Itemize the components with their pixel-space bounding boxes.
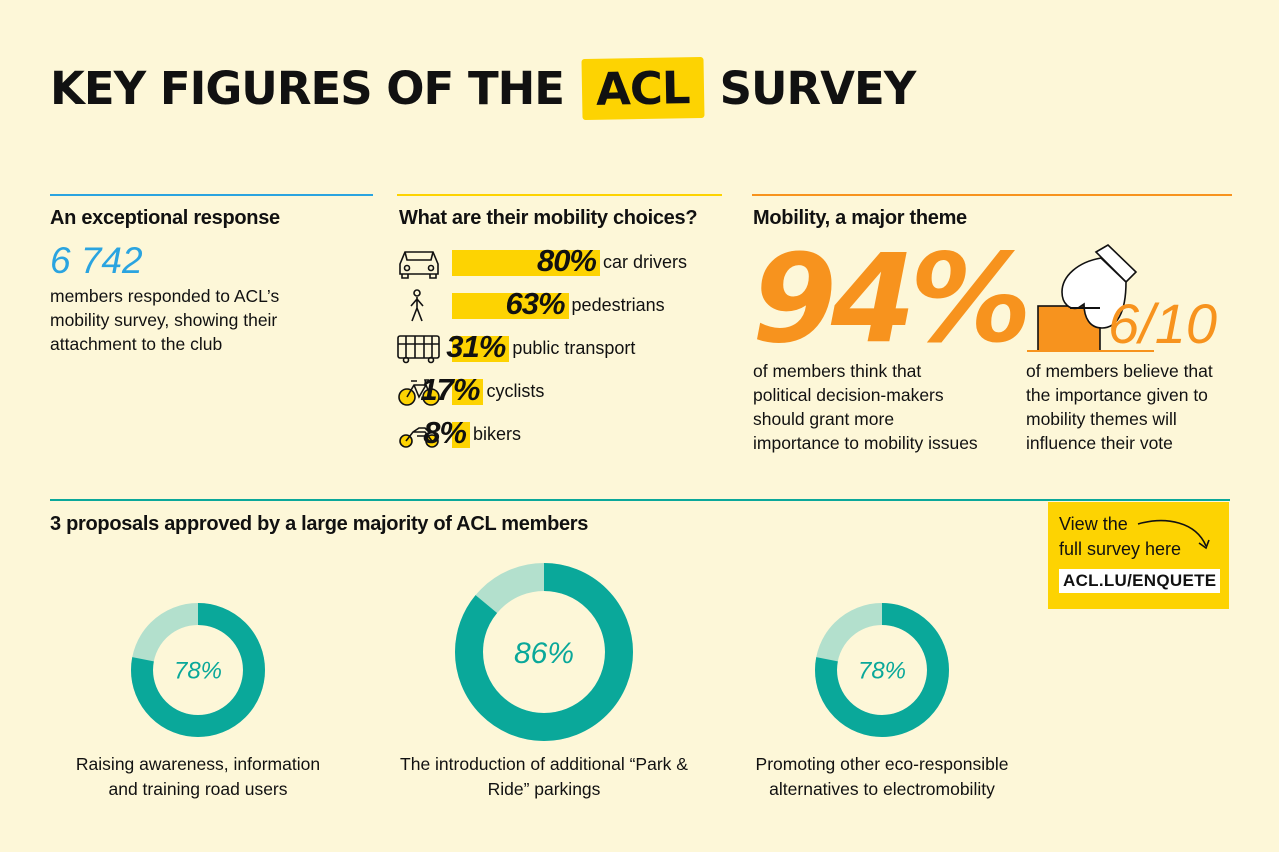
theme-rule	[752, 194, 1232, 196]
mobility-row-pedestrian: 63% pedestrians	[397, 286, 665, 323]
theme-big-pct: 94%	[752, 228, 1032, 370]
donut-value-arc	[131, 603, 265, 737]
mobility-pct: 8%	[423, 415, 467, 450]
mobility-row-bus: 31% public transport	[397, 329, 635, 366]
mobility-bar	[452, 379, 484, 405]
donut-3: 78%	[815, 603, 949, 737]
car-icon	[397, 246, 443, 280]
pedestrian-icon	[397, 289, 443, 323]
donut-pct-label: 86%	[514, 637, 574, 670]
response-count: 6 742	[50, 240, 143, 281]
donut-value-arc	[815, 603, 949, 737]
mobility-row-motorbike: 8% bikers	[397, 415, 521, 452]
mobility-pct: 17%	[420, 372, 480, 407]
donut-2: 86%	[455, 563, 633, 741]
mobility-bar	[452, 336, 510, 362]
proposal-label-park-ride: The introduction of additional “Park & R…	[400, 754, 688, 799]
survey-url-link[interactable]: ACL.LU/ENQUETE	[1059, 569, 1221, 593]
donut-pct-label: 78%	[858, 658, 906, 685]
bus-icon	[397, 332, 443, 366]
mobility-row-car: 80% car drivers	[397, 243, 687, 280]
cta-line1: View the	[1059, 514, 1128, 534]
donut-value-arc	[455, 563, 633, 741]
page-title: KEY FIGURES OF THE ACL SURVEY	[50, 56, 917, 121]
mobility-heading: What are their mobility choices?	[399, 207, 698, 229]
proposal-label-awareness: Raising awareness, information and train…	[75, 754, 321, 799]
cta-line2: full survey here	[1059, 539, 1182, 559]
ballot-box-icon	[1027, 244, 1154, 352]
donut-pct-label: 78%	[174, 658, 222, 685]
response-rule	[50, 194, 373, 196]
mobility-label: bikers	[473, 424, 522, 444]
mobility-bar	[452, 293, 569, 319]
mobility-pct: 31%	[446, 329, 506, 364]
donut-1: 78%	[131, 603, 265, 737]
mobility-bar	[452, 422, 470, 448]
bicycle-icon	[397, 375, 443, 409]
mobility-pct: 63%	[505, 286, 566, 321]
theme-big-desc: of members think that political decision…	[753, 361, 978, 453]
cta-text: View the full survey here	[1059, 512, 1181, 562]
mobility-row-bicycle: 17% cyclists	[397, 372, 544, 409]
title-prefix: KEY FIGURES OF THE	[50, 62, 565, 115]
mobility-rule	[397, 194, 722, 196]
proposal-label-eco: Promoting other eco-responsible alternat…	[755, 754, 1009, 799]
proposals-heading: 3 proposals approved by a large majority…	[50, 513, 589, 535]
mobility-label: public transport	[512, 338, 636, 358]
theme-ratio-desc: of members believe that the importance g…	[1026, 361, 1213, 453]
mobility-bar	[452, 250, 600, 276]
motorbike-icon	[397, 418, 443, 452]
arrow-icon	[1137, 519, 1210, 550]
response-description: members responded to ACL’s mobility surv…	[50, 286, 280, 354]
survey-link-box[interactable]: View the full survey here ACL.LU/ENQUETE	[1048, 502, 1229, 609]
mobility-label: pedestrians	[571, 295, 665, 315]
theme-heading: Mobility, a major theme	[753, 207, 967, 229]
mobility-label: cyclists	[486, 381, 545, 401]
title-suffix: SURVEY	[719, 62, 917, 115]
mobility-pct: 80%	[536, 243, 597, 278]
proposals-rule	[50, 499, 1230, 501]
response-heading: An exceptional response	[50, 207, 280, 229]
theme-ratio: 6/10	[1108, 292, 1217, 355]
mobility-label: car drivers	[603, 252, 688, 272]
